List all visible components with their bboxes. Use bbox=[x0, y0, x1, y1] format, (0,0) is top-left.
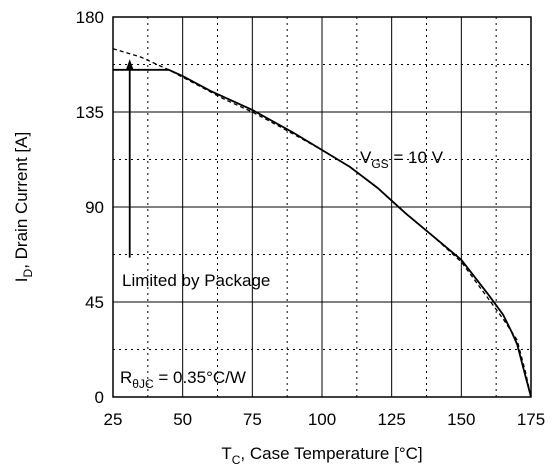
y-title-sub: D bbox=[21, 268, 35, 277]
calculated-current-line bbox=[113, 48, 531, 397]
x-tick-label: 75 bbox=[243, 410, 262, 429]
rth-annotation: RθJC = 0.35°C/W bbox=[120, 368, 246, 391]
vgs-rest: = 10 V bbox=[389, 148, 444, 167]
x-title-rest: , Case Temperature [°C] bbox=[240, 444, 422, 463]
y-tick-labels: 0 45 90 135 180 bbox=[76, 8, 104, 407]
rth-main: R bbox=[120, 368, 132, 387]
y-title-main: I bbox=[12, 277, 31, 282]
x-tick-label: 125 bbox=[377, 410, 405, 429]
vgs-sub: GS bbox=[371, 157, 388, 171]
y-tick-label: 90 bbox=[85, 198, 104, 217]
rth-rest: = 0.35°C/W bbox=[154, 368, 246, 387]
rth-sub: θJC bbox=[132, 377, 154, 391]
limited-by-package-label: Limited by Package bbox=[122, 271, 270, 290]
y-title-rest: , Drain Current [A] bbox=[12, 132, 31, 269]
y-tick-label: 135 bbox=[76, 103, 104, 122]
vgs-main: V bbox=[360, 148, 372, 167]
series-layer bbox=[113, 48, 531, 397]
major-grid bbox=[113, 17, 531, 397]
y-tick-label: 180 bbox=[76, 8, 104, 27]
x-tick-label: 175 bbox=[517, 410, 545, 429]
package-limit-arrow bbox=[125, 59, 134, 258]
y-tick-label: 45 bbox=[85, 293, 104, 312]
vgs-annotation: VGS = 10 V bbox=[360, 148, 444, 171]
x-title-main: T bbox=[221, 444, 231, 463]
plot-frame bbox=[112, 16, 532, 398]
x-tick-label: 50 bbox=[173, 410, 192, 429]
x-tick-label: 100 bbox=[308, 410, 336, 429]
x-tick-labels: 25 50 75 100 125 150 175 bbox=[104, 410, 546, 429]
y-axis-title: ID, Drain Current [A] bbox=[12, 132, 35, 282]
x-title-sub: C bbox=[232, 453, 241, 467]
y-tick-label: 0 bbox=[95, 388, 104, 407]
x-axis-title: TC, Case Temperature [°C] bbox=[221, 444, 422, 467]
x-tick-label: 150 bbox=[447, 410, 475, 429]
x-tick-label: 25 bbox=[104, 410, 123, 429]
arrow-head bbox=[125, 59, 134, 71]
